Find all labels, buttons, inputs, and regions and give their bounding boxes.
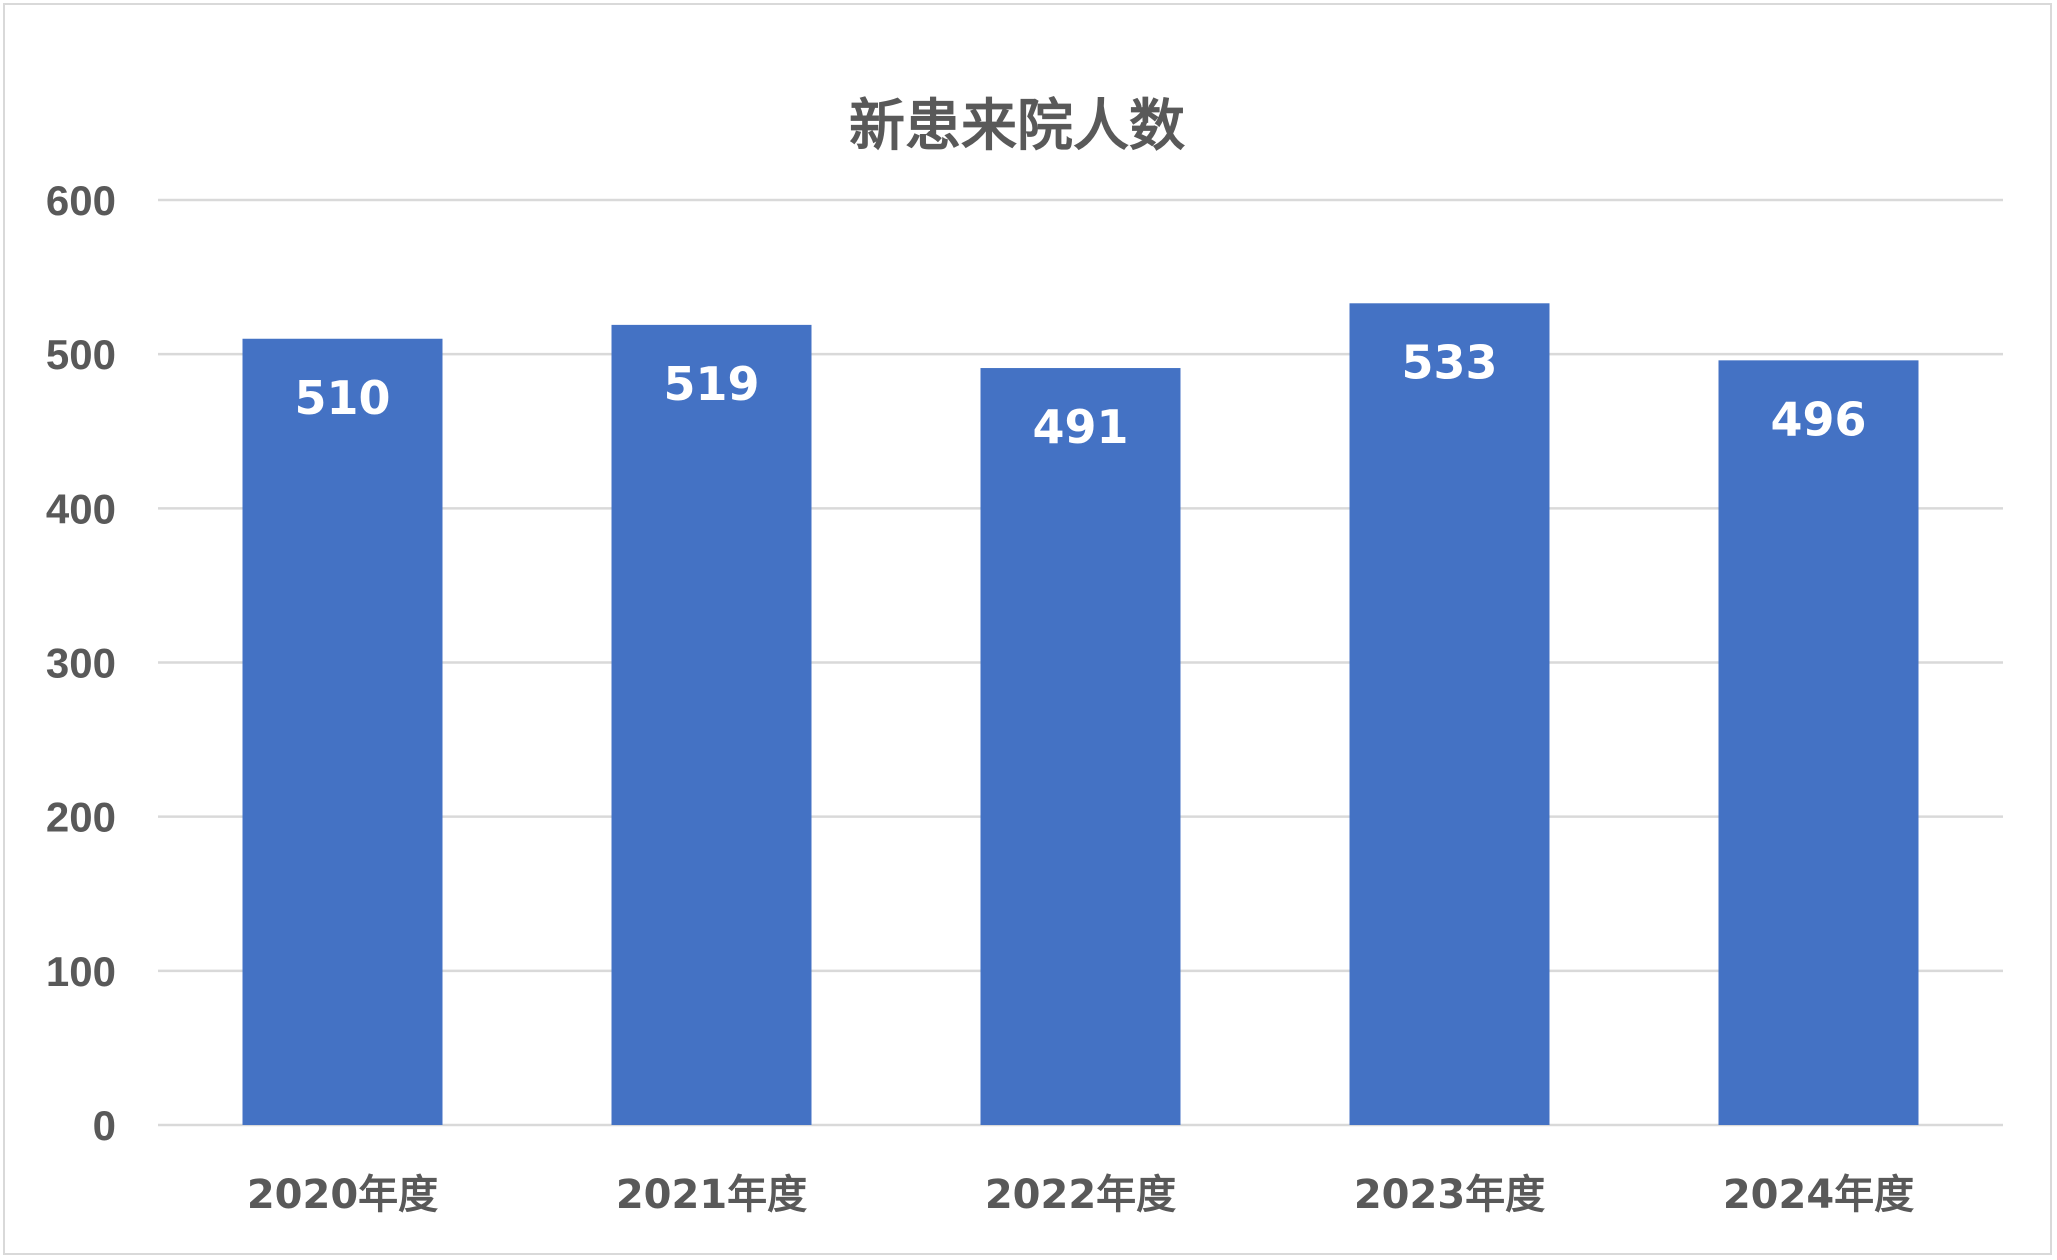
data-label: 519 bbox=[663, 357, 759, 411]
y-tick-label: 500 bbox=[46, 331, 116, 378]
x-tick-label: 2023年度 bbox=[1354, 1172, 1545, 1218]
y-axis-ticks: 0 100 200 300 400 500 600 bbox=[46, 177, 116, 1149]
y-tick-label: 0 bbox=[93, 1102, 116, 1149]
x-tick-label: 2024年度 bbox=[1723, 1172, 1914, 1218]
data-label: 510 bbox=[294, 371, 390, 425]
y-tick-label: 300 bbox=[46, 640, 116, 687]
bar-2020年度 bbox=[242, 338, 443, 1125]
x-tick-label: 2022年度 bbox=[985, 1172, 1176, 1218]
bars bbox=[242, 303, 1919, 1126]
bar-2022年度 bbox=[980, 368, 1181, 1126]
bar-2024年度 bbox=[1718, 360, 1919, 1125]
data-label: 491 bbox=[1032, 400, 1128, 454]
x-axis-ticks: 2020年度 2021年度 2022年度 2023年度 2024年度 bbox=[247, 1172, 1914, 1218]
bar-2023年度 bbox=[1349, 303, 1550, 1126]
data-labels: 510 519 491 533 496 bbox=[294, 335, 1866, 454]
x-tick-label: 2021年度 bbox=[616, 1172, 807, 1218]
data-label: 496 bbox=[1770, 392, 1866, 446]
chart-title: 新患来院人数 bbox=[849, 94, 1185, 159]
data-label: 533 bbox=[1401, 335, 1497, 389]
y-tick-label: 400 bbox=[46, 485, 116, 532]
bar-2021年度 bbox=[611, 324, 812, 1125]
y-tick-label: 600 bbox=[46, 177, 116, 224]
x-tick-label: 2020年度 bbox=[247, 1172, 438, 1218]
y-tick-label: 100 bbox=[46, 948, 116, 995]
y-tick-label: 200 bbox=[46, 794, 116, 841]
